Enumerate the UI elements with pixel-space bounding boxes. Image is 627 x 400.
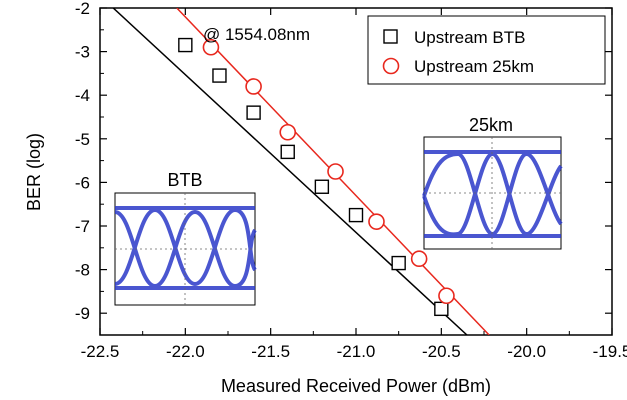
legend-box xyxy=(367,15,606,85)
btb-data-point xyxy=(314,179,330,194)
x-axis: -22.5 -22.0 -21.5 -21.0 -20.5 -20.0 -19.5 xyxy=(81,8,627,361)
btb-eye-inset: BTB xyxy=(114,170,257,306)
x-tick-label: -21.5 xyxy=(251,342,290,361)
legend-label-25km: Upstream 25km xyxy=(414,57,534,76)
y-tick-label: -4 xyxy=(75,86,90,105)
legend-marker-25km xyxy=(382,57,400,75)
y-axis: -9 -8 -7 -6 -5 -4 -3 -2 xyxy=(75,0,612,336)
btb-data-point xyxy=(178,37,193,53)
25km-data-point xyxy=(279,123,297,141)
wavelength-annotation: @ 1554.08nm xyxy=(203,25,310,44)
x-tick-label: -22.5 xyxy=(81,342,120,361)
x-tick-label: -22.0 xyxy=(166,342,205,361)
data-markers xyxy=(178,37,455,317)
y-tick-label: -2 xyxy=(75,0,90,18)
legend: Upstream BTB Upstream 25km xyxy=(367,15,606,85)
legend-label-btb: Upstream BTB xyxy=(414,28,525,47)
25km-eye-inset: 25km xyxy=(422,115,563,250)
x-tick-label: -20.5 xyxy=(422,342,461,361)
y-tick-label: -5 xyxy=(75,130,90,149)
25km-data-point xyxy=(368,213,385,230)
25km-data-point xyxy=(438,287,455,305)
y-tick-label: -7 xyxy=(75,217,90,236)
x-tick-label: -20.0 xyxy=(507,342,546,361)
x-axis-label: Measured Received Power (dBm) xyxy=(221,376,491,396)
btb-inset-label: BTB xyxy=(167,170,202,190)
btb-data-point xyxy=(391,255,406,271)
25km-data-point xyxy=(410,250,428,268)
y-axis-label: BER (log) xyxy=(24,133,44,211)
y-tick-label: -3 xyxy=(75,43,90,62)
y-tick-label: -8 xyxy=(75,261,90,280)
25km-data-point xyxy=(327,163,344,180)
y-tick-label: -9 xyxy=(75,304,90,323)
25km-inset-label: 25km xyxy=(469,115,513,135)
fit-line-0 xyxy=(112,8,468,335)
25km-data-point xyxy=(202,38,220,56)
btb-data-point xyxy=(280,144,295,160)
btb-data-point xyxy=(212,68,227,83)
y-tick-label: -6 xyxy=(75,173,90,192)
btb-data-point xyxy=(434,301,449,317)
x-tick-label: -19.5 xyxy=(593,342,627,361)
x-tick-label: -21.0 xyxy=(337,342,376,361)
25km-data-point xyxy=(245,78,262,95)
btb-data-point xyxy=(348,207,364,223)
btb-data-point xyxy=(246,105,261,120)
legend-marker-btb xyxy=(383,29,398,44)
